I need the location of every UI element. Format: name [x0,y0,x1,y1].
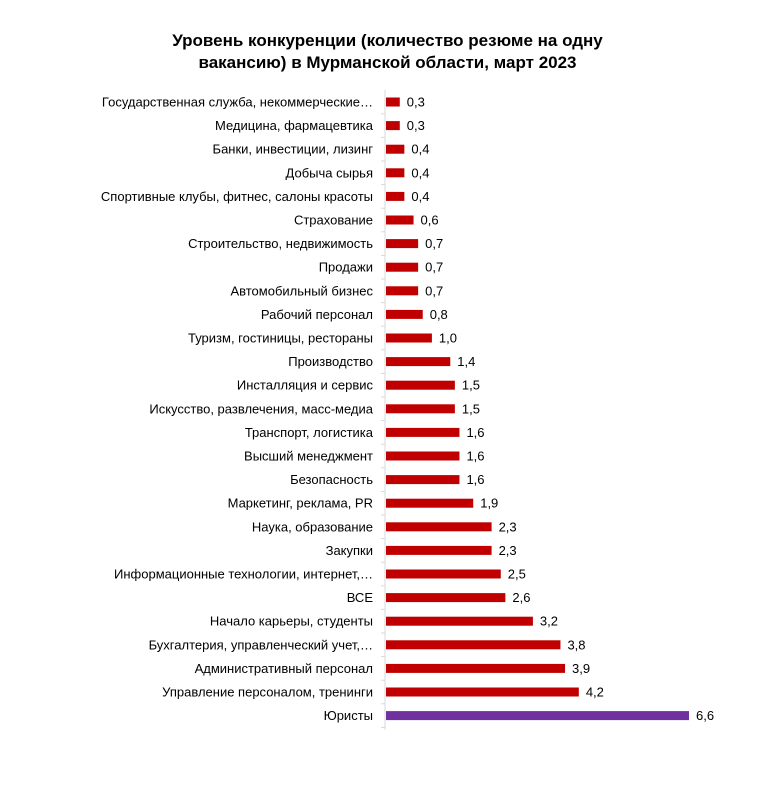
category-label: Бухгалтерия, управленческий учет,… [149,637,373,652]
bar [386,475,460,485]
bar [386,121,400,131]
category-label: Продажи [319,260,373,275]
bar [386,97,400,107]
bar [386,663,566,673]
category-label: Автомобильный бизнес [230,283,373,298]
bar [386,498,474,508]
category-label: Государственная служба, некоммерческие… [102,95,373,110]
category-label: Наука, образование [252,519,373,534]
value-label: 0,3 [407,118,425,133]
category-label: Маркетинг, реклама, PR [228,496,373,511]
value-label: 0,4 [411,189,429,204]
value-label: 0,8 [430,307,448,322]
value-label: 0,7 [425,283,443,298]
bar [386,569,501,579]
category-label: Искусство, развлечения, масс-медиа [149,401,373,416]
bar [386,215,414,225]
value-label: 0,7 [425,236,443,251]
value-label: 1,6 [466,472,484,487]
category-label: Управление персоналом, тренинги [162,685,373,700]
bar [386,262,419,272]
category-label: Административный персонал [195,661,373,676]
value-label: 1,9 [480,496,498,511]
value-label: 2,6 [512,590,530,605]
value-label: 1,6 [466,449,484,464]
bar [386,333,432,343]
category-label: Безопасность [290,472,373,487]
bar [386,427,460,437]
bar [386,357,451,367]
bar [386,286,419,296]
value-label: 0,4 [411,165,429,180]
bar [386,545,492,555]
bar [386,640,561,650]
category-label: Высший менеджмент [244,449,373,464]
bar [386,239,419,249]
category-label: Добыча сырья [286,165,373,180]
category-label: Строительство, недвижимость [188,236,373,251]
chart-title-line-1: Уровень конкуренции (количество резюме н… [172,31,603,50]
category-label: Банки, инвестиции, лизинг [213,142,374,157]
bar [386,711,689,721]
category-label: Начало карьеры, студенты [210,614,373,629]
value-label: 6,6 [696,708,714,723]
bar [386,616,533,626]
category-label: Юристы [324,708,373,723]
value-label: 3,2 [540,614,558,629]
value-label: 1,6 [466,425,484,440]
value-label: 1,0 [439,331,457,346]
chart-title-line-2: вакансию) в Мурманской области, март 202… [198,53,577,72]
value-label: 0,3 [407,95,425,110]
bar [386,380,455,390]
value-label: 0,6 [421,213,439,228]
value-label: 3,8 [567,637,585,652]
value-label: 1,4 [457,354,475,369]
value-label: 0,7 [425,260,443,275]
bar [386,404,455,414]
category-label: Рабочий персонал [261,307,373,322]
value-label: 3,9 [572,661,590,676]
bar [386,191,405,201]
category-label: Закупки [326,543,373,558]
bar [386,144,405,154]
value-label: 1,5 [462,378,480,393]
bar [386,168,405,178]
value-label: 2,3 [499,519,517,534]
category-label: Туризм, гостиницы, рестораны [188,331,373,346]
value-label: 4,2 [586,685,604,700]
category-label: Информационные технологии, интернет,… [114,567,373,582]
category-label: Инсталляция и сервис [237,378,374,393]
category-label: Спортивные клубы, фитнес, салоны красоты [101,189,373,204]
category-label: Медицина, фармацевтика [215,118,374,133]
value-label: 2,5 [508,567,526,582]
category-label: Страхование [294,213,373,228]
bar [386,522,492,532]
category-label: ВСЕ [347,590,374,605]
category-label: Производство [288,354,373,369]
chart-title: Уровень конкуренции (количество резюме н… [0,30,775,74]
value-label: 0,4 [411,142,429,157]
value-label: 2,3 [499,543,517,558]
bar [386,451,460,461]
bar [386,593,506,603]
value-label: 1,5 [462,401,480,416]
bar [386,687,579,697]
category-label: Транспорт, логистика [245,425,374,440]
bar [386,309,423,319]
